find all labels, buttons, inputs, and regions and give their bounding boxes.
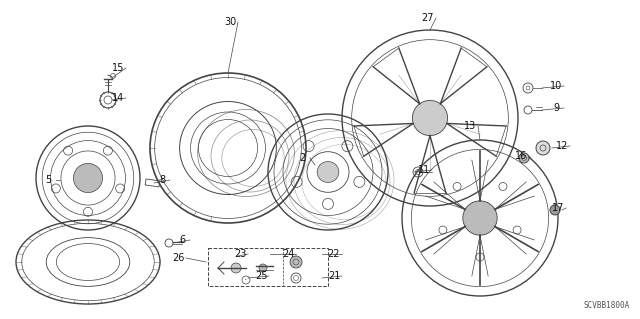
- Text: 11: 11: [418, 165, 430, 175]
- Text: 24: 24: [282, 249, 294, 259]
- Text: SCVBB1800A: SCVBB1800A: [584, 301, 630, 310]
- Circle shape: [412, 100, 447, 136]
- Circle shape: [259, 264, 267, 272]
- Circle shape: [463, 201, 497, 235]
- Text: 15: 15: [112, 63, 124, 73]
- Text: 6: 6: [179, 235, 185, 245]
- Text: 9: 9: [553, 103, 559, 113]
- Bar: [208, 248, 328, 286]
- Circle shape: [74, 163, 102, 193]
- Ellipse shape: [317, 161, 339, 182]
- Circle shape: [550, 205, 560, 215]
- Text: 25: 25: [255, 271, 268, 281]
- Circle shape: [231, 263, 241, 273]
- Text: 30: 30: [224, 17, 236, 27]
- Text: 23: 23: [234, 249, 246, 259]
- Text: 27: 27: [422, 13, 435, 23]
- Circle shape: [290, 256, 302, 268]
- Text: 17: 17: [552, 203, 564, 213]
- Text: ·: ·: [244, 275, 248, 285]
- Text: 22: 22: [328, 249, 340, 259]
- Circle shape: [519, 153, 529, 163]
- Text: 5: 5: [45, 175, 51, 185]
- Text: 14: 14: [112, 93, 124, 103]
- Text: 2: 2: [299, 153, 305, 163]
- Text: 21: 21: [328, 271, 340, 281]
- Text: 10: 10: [550, 81, 562, 91]
- Text: 12: 12: [556, 141, 568, 151]
- Text: 26: 26: [172, 253, 184, 263]
- Text: 8: 8: [159, 175, 165, 185]
- Text: 13: 13: [464, 121, 476, 131]
- Bar: [145, 179, 160, 187]
- Circle shape: [536, 141, 550, 155]
- Text: 16: 16: [515, 151, 527, 161]
